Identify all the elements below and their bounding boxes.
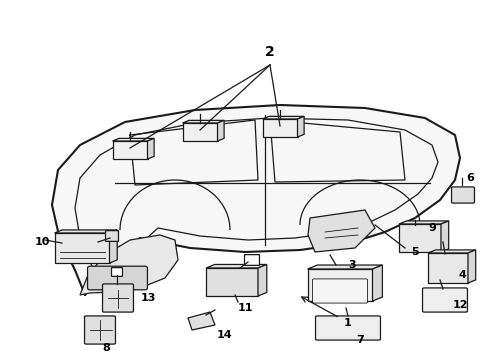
Polygon shape bbox=[188, 312, 215, 330]
Polygon shape bbox=[113, 138, 154, 141]
Text: 1: 1 bbox=[344, 318, 352, 328]
FancyBboxPatch shape bbox=[422, 288, 467, 312]
FancyBboxPatch shape bbox=[112, 267, 122, 276]
Polygon shape bbox=[372, 265, 382, 301]
FancyBboxPatch shape bbox=[88, 266, 147, 290]
Polygon shape bbox=[468, 250, 476, 283]
Polygon shape bbox=[428, 253, 468, 283]
Text: 5: 5 bbox=[411, 247, 419, 257]
Text: 14: 14 bbox=[216, 330, 232, 340]
FancyBboxPatch shape bbox=[316, 316, 380, 340]
Polygon shape bbox=[297, 116, 304, 137]
Polygon shape bbox=[182, 123, 218, 141]
Polygon shape bbox=[182, 120, 224, 123]
FancyBboxPatch shape bbox=[451, 187, 474, 203]
Text: 7: 7 bbox=[356, 335, 364, 345]
Text: 6: 6 bbox=[466, 173, 474, 183]
Text: 10: 10 bbox=[34, 237, 49, 247]
Polygon shape bbox=[263, 116, 304, 119]
Polygon shape bbox=[109, 230, 117, 263]
Text: 9: 9 bbox=[428, 223, 436, 233]
FancyBboxPatch shape bbox=[105, 231, 119, 241]
Polygon shape bbox=[399, 224, 441, 252]
Polygon shape bbox=[263, 119, 297, 137]
Polygon shape bbox=[206, 268, 258, 296]
Polygon shape bbox=[441, 221, 449, 252]
Polygon shape bbox=[308, 269, 372, 301]
Polygon shape bbox=[113, 141, 147, 159]
FancyBboxPatch shape bbox=[102, 284, 133, 312]
Text: 4: 4 bbox=[458, 270, 466, 280]
FancyBboxPatch shape bbox=[85, 316, 116, 344]
Text: 2: 2 bbox=[265, 45, 275, 59]
Polygon shape bbox=[428, 250, 476, 253]
Text: 11: 11 bbox=[237, 303, 253, 313]
Text: 13: 13 bbox=[140, 293, 156, 303]
Text: 12: 12 bbox=[452, 300, 468, 310]
FancyBboxPatch shape bbox=[245, 255, 260, 265]
Polygon shape bbox=[80, 235, 178, 295]
Polygon shape bbox=[54, 230, 117, 233]
Polygon shape bbox=[54, 233, 109, 263]
Polygon shape bbox=[206, 265, 267, 268]
Polygon shape bbox=[399, 221, 449, 224]
Polygon shape bbox=[52, 105, 460, 295]
Text: 3: 3 bbox=[348, 260, 356, 270]
FancyBboxPatch shape bbox=[313, 279, 368, 303]
Polygon shape bbox=[147, 138, 154, 159]
Polygon shape bbox=[308, 265, 382, 269]
Polygon shape bbox=[308, 210, 375, 252]
Text: 8: 8 bbox=[102, 343, 110, 353]
Polygon shape bbox=[218, 120, 224, 141]
Polygon shape bbox=[258, 265, 267, 296]
